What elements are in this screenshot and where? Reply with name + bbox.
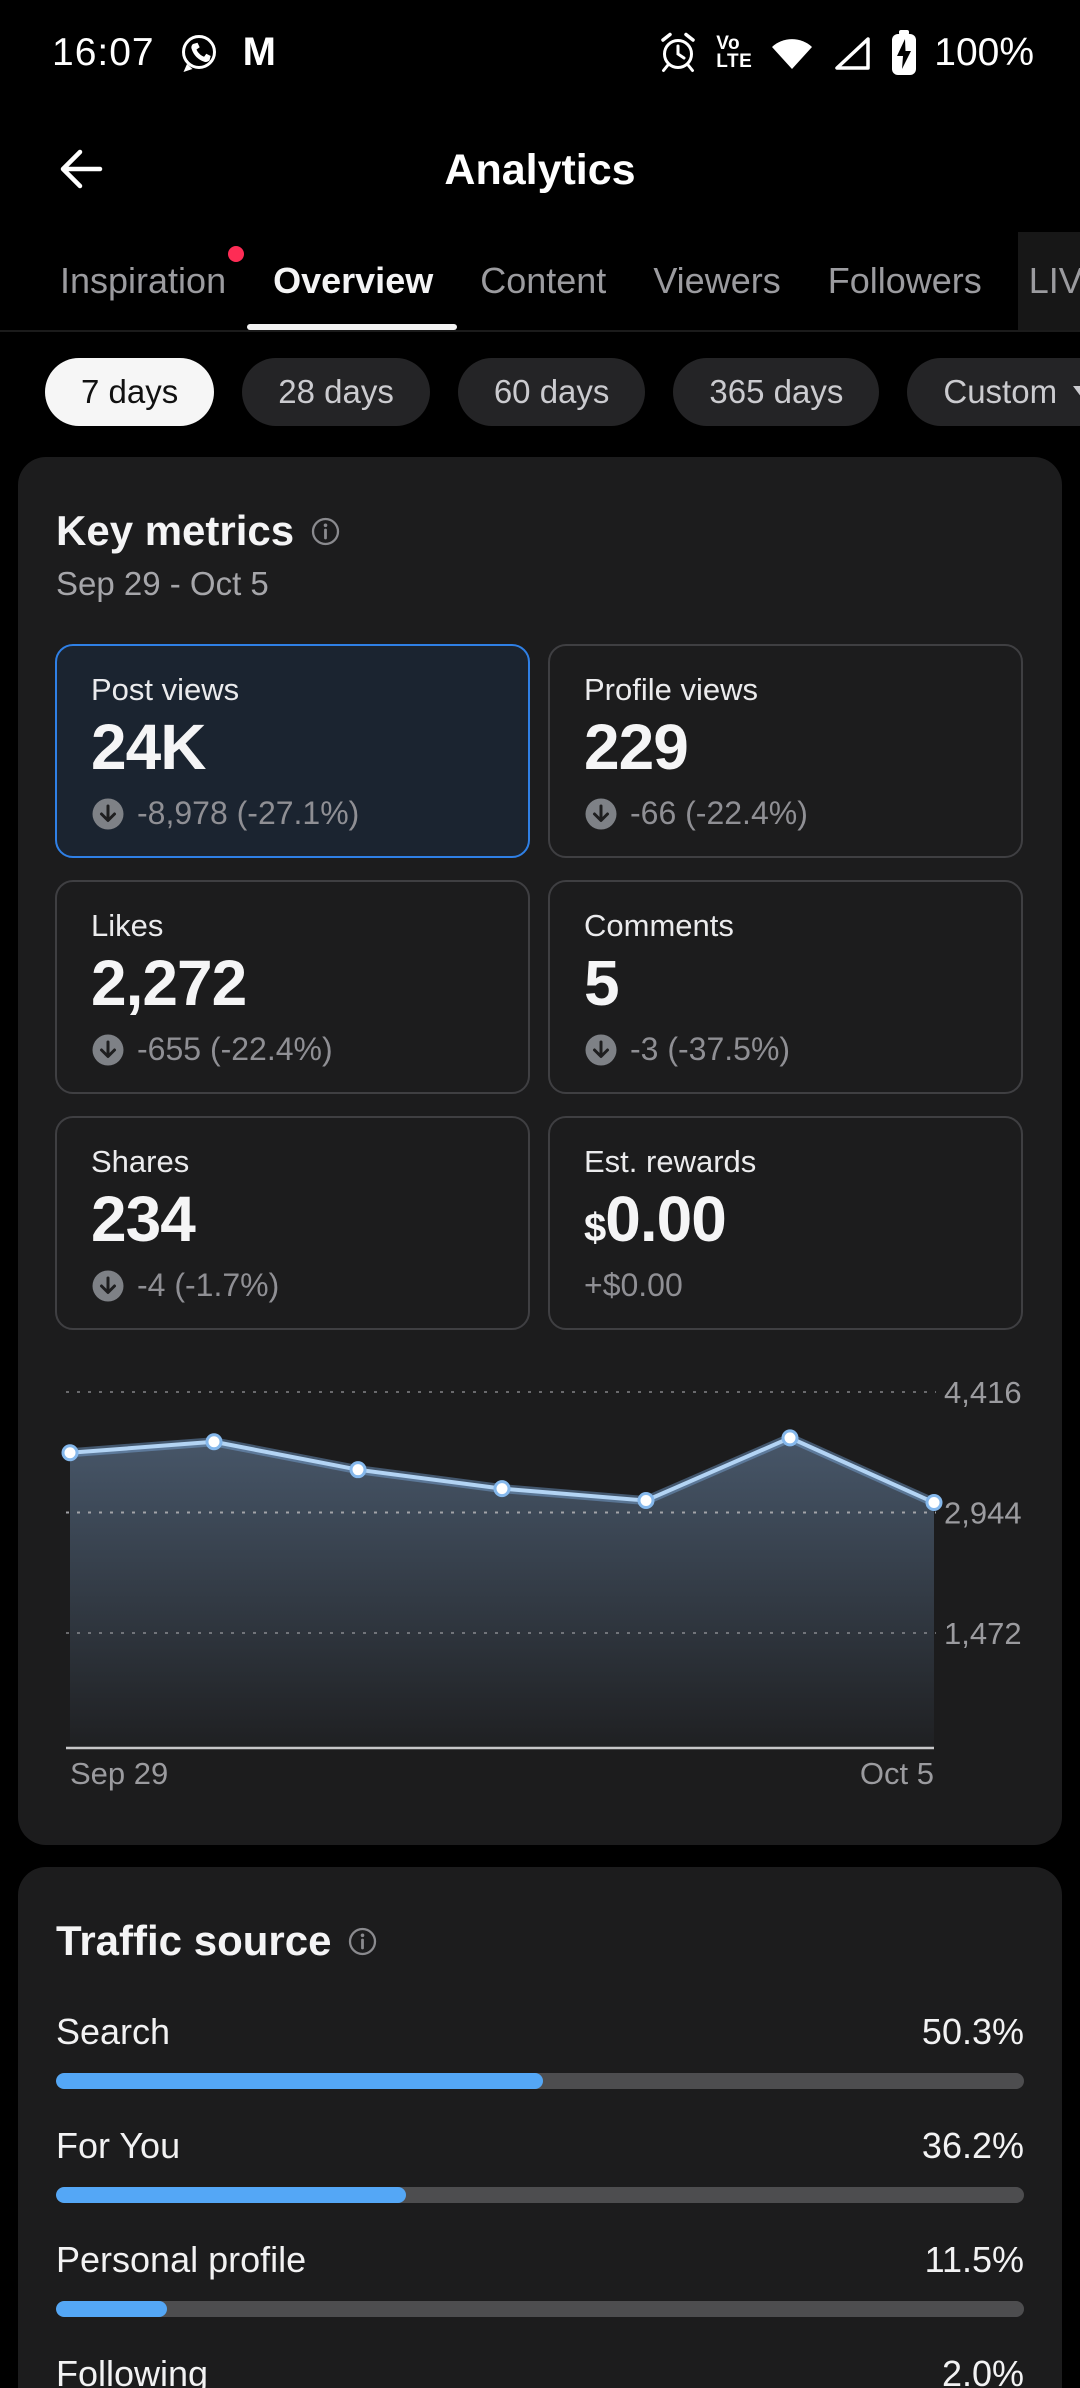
whatsapp-icon	[177, 31, 221, 75]
svg-text:2,944: 2,944	[944, 1496, 1022, 1531]
svg-text:1,472: 1,472	[944, 1616, 1022, 1651]
down-arrow-circle-icon	[91, 1033, 125, 1067]
tab-inspiration[interactable]: Inspiration	[60, 232, 245, 330]
tab-bar: Inspiration Overview Content Viewers Fol…	[0, 232, 1080, 332]
status-bar: 16:07 M Vo LTE	[0, 0, 1080, 95]
filter-60-days[interactable]: 60 days	[457, 358, 646, 426]
down-arrow-circle-icon	[91, 797, 125, 831]
down-arrow-circle-icon	[584, 797, 618, 831]
traffic-label: Personal profile	[56, 2239, 307, 2280]
key-metrics-title: Key metrics	[56, 507, 295, 554]
page-title: Analytics	[444, 145, 636, 194]
battery-icon	[891, 29, 917, 76]
volte-icon: Vo LTE	[716, 32, 753, 72]
metric-tile-likes[interactable]: Likes 2,272 -655 (-22.4%)	[55, 880, 530, 1094]
tab-live[interactable]: LIVE	[1028, 260, 1080, 301]
back-arrow-icon[interactable]	[50, 140, 108, 198]
traffic-percent: 36.2%	[921, 2125, 1024, 2166]
traffic-row-following: Following 2.0%	[56, 2353, 1024, 2388]
traffic-percent: 2.0%	[941, 2353, 1024, 2388]
progress-bar-track	[56, 2187, 1024, 2203]
notification-dot	[228, 246, 245, 262]
metric-tile-comments[interactable]: Comments 5 -3 (-37.5%)	[548, 880, 1023, 1094]
traffic-source-card: Traffic source Search 50.3% For You 3	[18, 1867, 1062, 2388]
down-arrow-circle-icon	[584, 1033, 618, 1067]
battery-percent-text: 100%	[934, 30, 1034, 74]
traffic-label: Following	[56, 2353, 209, 2388]
metric-tile-profile-views[interactable]: Profile views 229 -66 (-22.4%)	[548, 644, 1023, 858]
app-header: Analytics	[0, 128, 1080, 212]
traffic-label: For You	[56, 2125, 181, 2166]
signal-icon	[832, 33, 874, 73]
wifi-icon	[769, 33, 815, 73]
filter-7-days[interactable]: 7 days	[45, 358, 215, 426]
filter-custom[interactable]: Custom	[907, 358, 1080, 426]
traffic-percent: 50.3%	[921, 2011, 1024, 2052]
tab-followers[interactable]: Followers	[827, 260, 982, 301]
filter-365-days[interactable]: 365 days	[673, 358, 880, 426]
alarm-icon	[657, 31, 699, 75]
chevron-down-icon	[1073, 386, 1080, 398]
key-metrics-card: Key metrics Sep 29 - Oct 5 Post views 24…	[18, 457, 1062, 1845]
post-views-chart: 4,416 2,944 1,472 Sep 29 Oct 5	[61, 1375, 1022, 1791]
svg-text:Oct 5: Oct 5	[860, 1756, 934, 1791]
tab-overview[interactable]: Overview	[247, 232, 458, 330]
metric-tile-post-views[interactable]: Post views 24K -8,978 (-27.1%)	[55, 644, 530, 858]
svg-text:Sep 29: Sep 29	[70, 1756, 168, 1791]
tab-viewers[interactable]: Viewers	[653, 260, 781, 301]
progress-bar-fill	[56, 2073, 543, 2089]
clock-text: 16:07	[52, 30, 155, 74]
traffic-source-title: Traffic source	[56, 1917, 332, 1964]
info-icon[interactable]	[310, 516, 341, 547]
traffic-label: Search	[56, 2011, 171, 2052]
filter-28-days[interactable]: 28 days	[242, 358, 430, 426]
progress-bar-track	[56, 2301, 1024, 2317]
traffic-row-for-you: For You 36.2%	[56, 2125, 1024, 2203]
info-icon[interactable]	[347, 1926, 378, 1957]
down-arrow-circle-icon	[91, 1269, 125, 1303]
progress-bar-fill	[56, 2301, 168, 2317]
traffic-row-search: Search 50.3%	[56, 2011, 1024, 2089]
tab-bar-edge-scrim	[1018, 232, 1080, 330]
traffic-row-personal-profile: Personal profile 11.5%	[56, 2239, 1024, 2317]
progress-bar-fill	[56, 2187, 407, 2203]
traffic-percent: 11.5%	[924, 2239, 1024, 2280]
metric-tile-shares[interactable]: Shares 234 -4 (-1.7%)	[55, 1116, 530, 1330]
progress-bar-track	[56, 2073, 1024, 2089]
date-range-filters: 7 days 28 days 60 days 365 days Custom	[45, 358, 1080, 426]
gmail-icon: M	[242, 30, 276, 74]
date-range-label: Sep 29 - Oct 5	[56, 565, 269, 602]
tab-content[interactable]: Content	[480, 260, 607, 301]
metric-tile-est-rewards[interactable]: Est. rewards $0.00 +$0.00	[548, 1116, 1023, 1330]
svg-text:4,416: 4,416	[944, 1375, 1022, 1410]
